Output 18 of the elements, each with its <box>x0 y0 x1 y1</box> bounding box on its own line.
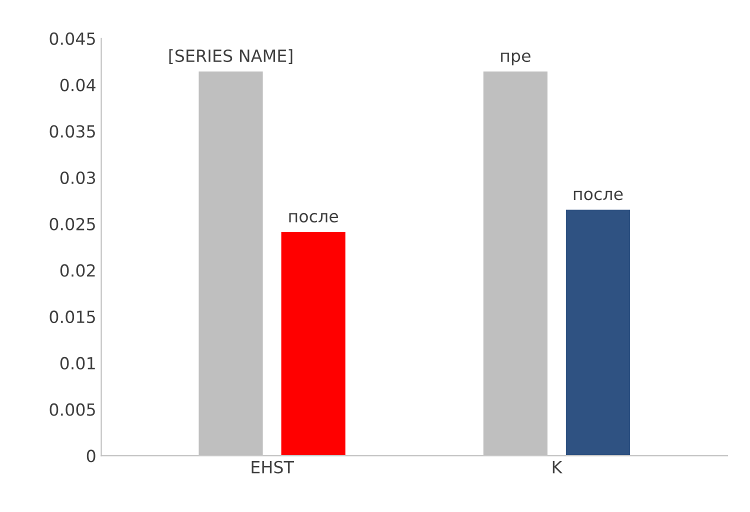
data-label: [SERIES NAME] <box>169 49 292 64</box>
y-tick-label: 0.01 <box>60 356 95 370</box>
x-tick-label: K <box>552 461 563 474</box>
data-label: после <box>289 212 338 222</box>
y-tick-label: 0.045 <box>50 32 95 45</box>
bar <box>280 230 347 456</box>
data-label: пре <box>501 52 530 66</box>
y-tick-label: 0.03 <box>60 171 96 184</box>
x-tick-label: EHST <box>252 460 294 474</box>
y-tick-label: 0.04 <box>60 78 96 92</box>
y-tick-label: 0.02 <box>60 264 95 277</box>
y-tick-label: 0.025 <box>50 218 95 230</box>
y-tick-label: 0.005 <box>50 403 95 416</box>
y-tick-label: 0 <box>86 450 96 462</box>
y-tick-label: 0.015 <box>50 310 95 324</box>
y-tick-label: 0.035 <box>50 125 95 138</box>
bar <box>564 208 632 456</box>
data-label: после <box>574 190 623 200</box>
